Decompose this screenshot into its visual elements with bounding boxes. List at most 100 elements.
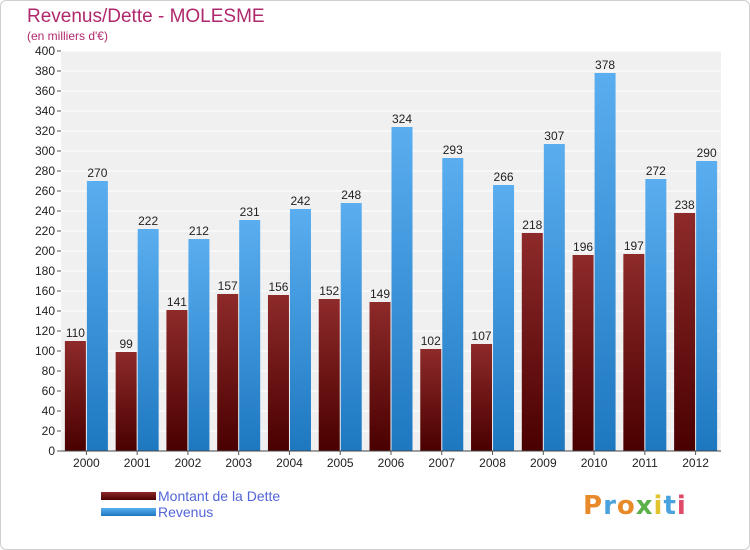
grid-lines: [61, 50, 721, 452]
x-tick-label: 2012: [682, 456, 709, 470]
y-tick-label: 400: [35, 44, 55, 58]
y-tick-label: 180: [35, 264, 55, 278]
legend-item-revenus: Revenus: [101, 504, 280, 520]
y-tick-label: 120: [35, 324, 55, 338]
bar-revenus: [86, 181, 108, 451]
bar-debt: [318, 299, 340, 451]
y-tick-label: 360: [35, 84, 55, 98]
x-tick-label: 2007: [428, 456, 455, 470]
bar-revenus: [137, 229, 159, 451]
data-label-revenus: 222: [138, 214, 158, 228]
x-tick-label: 2000: [73, 456, 100, 470]
data-label-debt: 149: [370, 287, 390, 301]
bar-debt: [115, 352, 137, 451]
data-label-debt: 102: [421, 334, 441, 348]
y-tick-label: 0: [48, 444, 55, 458]
logo-letter: i: [676, 491, 687, 521]
logo-letter: x: [635, 491, 654, 521]
y-tick-label: 220: [35, 224, 55, 238]
y-tick-label: 240: [35, 204, 55, 218]
x-tick-label: 2002: [175, 456, 202, 470]
y-axis-ticks: 0 20 40 60 80 100 120 140 160 180 200 220 240 260 280 3…: [35, 44, 61, 458]
bar-revenus: [442, 158, 464, 451]
data-label-debt: 156: [268, 280, 288, 294]
legend-swatch-debt: [101, 492, 156, 500]
legend-swatch-revenus: [101, 508, 156, 516]
y-tick-label: 80: [42, 364, 56, 378]
data-label-revenus: 378: [595, 58, 615, 72]
x-tick-label: 2006: [378, 456, 405, 470]
legend: Montant de la Dette Revenus: [101, 488, 280, 520]
bar-debt: [166, 310, 188, 451]
legend-label-revenus: Revenus: [158, 504, 214, 520]
y-tick-label: 60: [42, 384, 56, 398]
data-label-revenus: 212: [189, 224, 209, 238]
x-tick-label: 2011: [632, 456, 658, 470]
data-label-debt: 152: [319, 284, 339, 298]
bar-revenus: [239, 220, 261, 451]
data-label-revenus: 293: [443, 143, 463, 157]
y-tick-label: 200: [35, 244, 55, 258]
data-label-revenus: 248: [341, 188, 361, 202]
bar-chart: 0 20 40 60 80 100 120 140 160 180 200 220 240 260 280 3…: [35, 44, 721, 470]
data-label-revenus: 324: [392, 112, 412, 126]
x-tick-label: 2008: [479, 456, 506, 470]
y-tick-label: 320: [35, 124, 55, 138]
bar-revenus: [391, 127, 413, 451]
x-tick-label: 2005: [327, 456, 354, 470]
data-label-debt: 141: [167, 295, 187, 309]
data-label-debt: 107: [472, 329, 492, 343]
data-label-revenus: 242: [290, 194, 310, 208]
y-tick-label: 340: [35, 104, 55, 118]
x-tick-label: 2004: [276, 456, 303, 470]
bar-debt: [572, 255, 594, 451]
data-label-debt: 218: [522, 218, 542, 232]
data-label-revenus: 290: [697, 146, 717, 160]
bar-debt: [420, 349, 442, 451]
bar-revenus: [696, 161, 718, 451]
logo-letter: P: [583, 491, 604, 521]
logo-letter: o: [616, 491, 636, 521]
bar-debt: [674, 213, 696, 451]
bar-debt: [623, 254, 645, 451]
bar-revenus: [289, 209, 311, 451]
legend-item-debt: Montant de la Dette: [101, 488, 280, 504]
y-tick-label: 20: [42, 424, 56, 438]
bar-debt: [267, 295, 289, 451]
y-tick-label: 40: [42, 404, 56, 418]
x-tick-label: 2010: [581, 456, 608, 470]
logo-letter: t: [663, 491, 677, 521]
y-tick-label: 300: [35, 144, 55, 158]
y-tick-label: 260: [35, 184, 55, 198]
data-label-debt: 157: [218, 279, 238, 293]
data-label-revenus: 231: [240, 205, 260, 219]
bar-revenus: [188, 239, 210, 451]
data-label-debt: 197: [624, 239, 644, 253]
x-axis-ticks: 2000 2001 2002 2003 2004 2005 2006 2007 2008 2009…: [73, 451, 709, 470]
chart-subtitle: (en milliers d'€): [27, 29, 108, 43]
bar-debt: [217, 294, 239, 451]
bar-debt: [521, 233, 543, 451]
x-tick-label: 2009: [530, 456, 557, 470]
y-tick-label: 140: [35, 304, 55, 318]
proxiti-logo: Proxiti: [583, 491, 687, 521]
bar-revenus: [493, 185, 515, 451]
y-tick-label: 380: [35, 64, 55, 78]
bar-revenus: [645, 179, 667, 451]
data-label-revenus: 270: [87, 166, 107, 180]
y-tick-label: 160: [35, 284, 55, 298]
data-label-debt: 110: [66, 326, 85, 340]
chart-title: Revenus/Dette - MOLESME: [27, 6, 265, 27]
bar-debt: [471, 344, 493, 451]
data-label-debt: 238: [675, 198, 695, 212]
data-label-revenus: 307: [544, 129, 564, 143]
data-label-revenus: 272: [646, 164, 666, 178]
bar-debt: [369, 302, 391, 451]
bar-revenus: [543, 144, 565, 451]
x-tick-label: 2001: [124, 456, 151, 470]
logo-letter: r: [603, 491, 617, 521]
bars: 110 270 99 222 141 212 157 231 156 242 152 248 149 32…: [64, 58, 718, 451]
data-label-debt: 196: [573, 240, 593, 254]
y-tick-label: 280: [35, 164, 55, 178]
